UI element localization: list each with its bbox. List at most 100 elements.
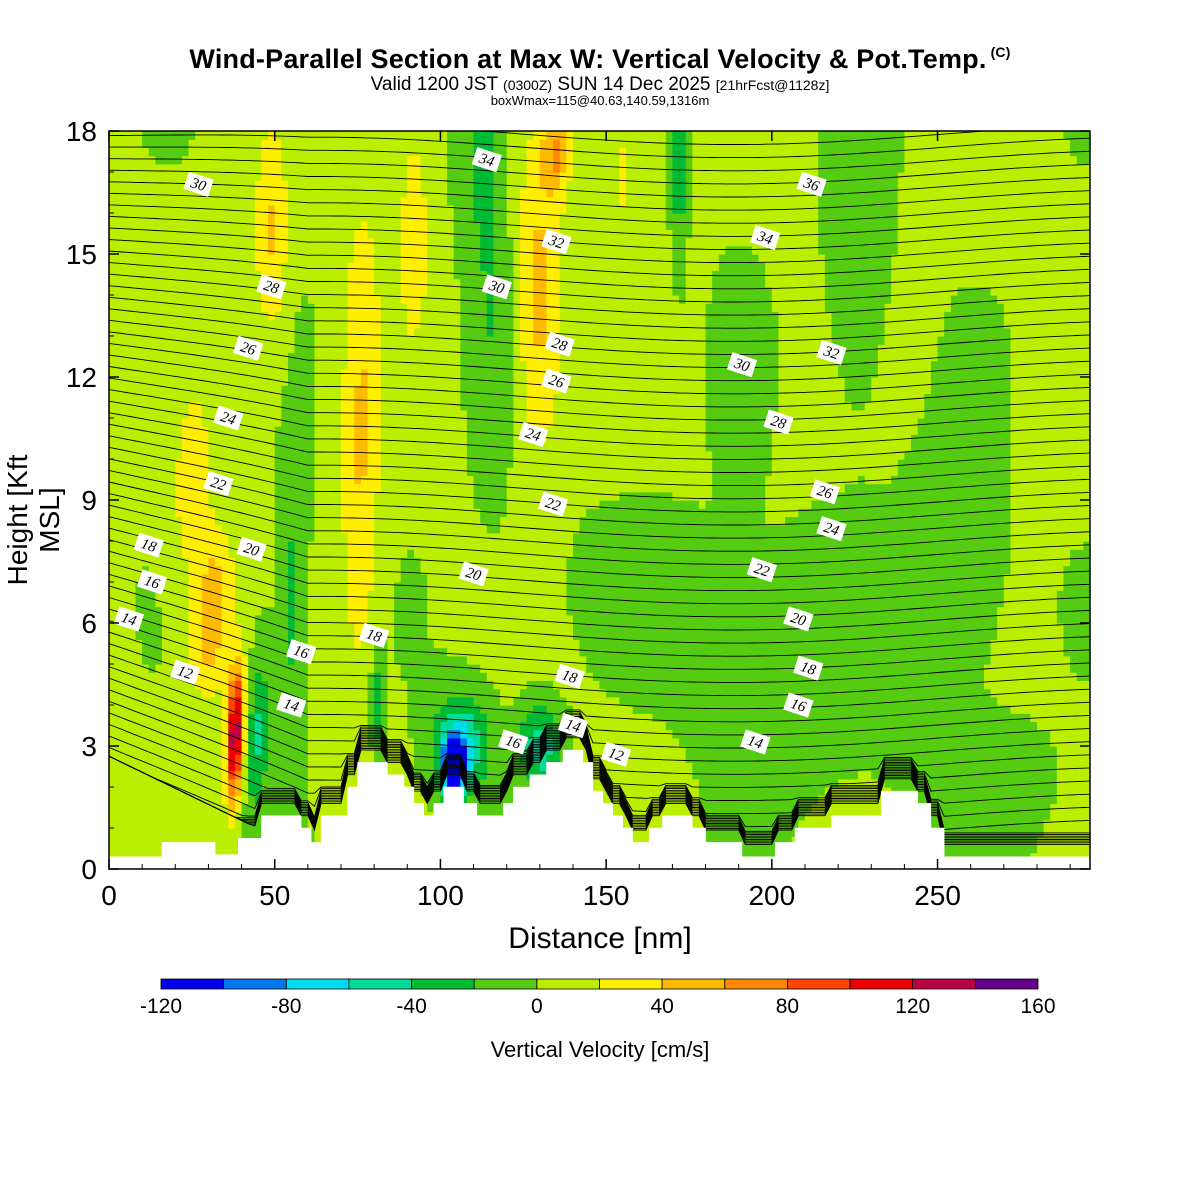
velocity-cell [274,163,282,173]
velocity-cell [254,664,263,673]
velocity-cell [407,541,415,550]
velocity-cell [453,672,461,681]
velocity-cell [241,606,249,616]
velocity-cell [460,377,468,386]
velocity-cell [234,426,243,435]
velocity-cell [168,483,176,493]
velocity-cell [400,213,408,222]
velocity-cell [201,221,210,230]
velocity-cell [460,655,468,665]
velocity-cell [221,459,229,468]
velocity-cell [162,483,170,493]
velocity-cell [162,204,170,214]
velocity-cell [427,573,435,583]
velocity-cell [274,713,282,722]
velocity-cell [175,204,183,214]
velocity-cell [440,754,448,763]
title-text: Wind-Parallel Section at Max W: Vertical… [189,44,987,74]
velocity-cell [268,508,276,517]
velocity-cell [162,541,170,550]
velocity-cell [148,565,156,575]
velocity-cell [162,344,170,353]
velocity-cell [340,139,349,148]
velocity-cell [354,631,362,640]
velocity-cell [215,541,223,550]
velocity-cell [440,696,448,706]
velocity-cell [261,795,269,804]
velocity-cell [248,245,256,255]
velocity-cell [122,508,130,517]
velocity-cell [374,549,382,558]
velocity-cell [155,180,163,189]
velocity-cell [394,696,402,706]
velocity-cell [387,254,395,263]
velocity-cell [155,409,163,419]
velocity-cell [334,180,342,189]
velocity-cell [314,450,322,460]
velocity-cell [347,655,355,665]
velocity-cell [208,598,216,608]
velocity-cell [234,516,243,526]
velocity-cell [281,319,289,329]
velocity-cell [181,819,190,829]
velocity-cell [394,377,402,386]
velocity-cell [268,598,276,608]
velocity-cell [460,155,468,165]
velocity-cell [274,311,282,321]
velocity-cell [228,221,236,230]
velocity-cell [440,327,448,337]
velocity-cell [387,360,395,370]
velocity-cell [440,377,448,386]
velocity-cell [420,221,428,230]
velocity-cell [460,401,468,411]
velocity-cell [188,229,196,239]
velocity-cell [281,254,289,263]
velocity-cell [394,664,402,673]
velocity-cell [420,377,428,386]
velocity-cell [374,426,382,435]
velocity-cell [374,295,382,304]
velocity-cell [188,426,196,435]
velocity-cell [354,319,362,329]
velocity-cell [314,245,322,255]
velocity-cell [195,360,203,370]
velocity-cell [241,680,249,690]
velocity-cell [387,696,395,706]
velocity-cell [427,196,435,206]
velocity-cell [453,713,461,722]
velocity-cell [301,664,309,673]
velocity-cell [380,311,388,321]
velocity-cell [334,270,342,280]
velocity-cell [254,828,263,837]
velocity-cell [128,229,137,239]
velocity-cell [374,491,382,501]
velocity-cell [148,245,156,255]
velocity-cell [347,426,355,435]
velocity-cell [115,229,123,239]
velocity-cell [334,262,342,271]
velocity-cell [380,360,388,370]
velocity-cell [294,606,302,616]
velocity-cell [440,270,448,280]
velocity-cell [287,623,296,632]
velocity-cell [287,344,296,353]
velocity-cell [115,180,123,189]
velocity-cell [420,614,428,624]
velocity-cell [115,188,123,198]
velocity-cell [347,524,355,534]
velocity-cell [281,549,289,558]
velocity-cell [221,229,229,239]
velocity-cell [109,450,117,460]
velocity-cell [228,672,236,681]
velocity-cell [115,245,123,255]
velocity-cell [208,655,216,665]
velocity-cell [307,623,316,632]
velocity-cell [261,524,269,534]
velocity-cell [162,836,170,845]
velocity-cell [400,303,408,312]
velocity-cell [460,647,468,657]
velocity-cell [241,778,249,788]
velocity-cell [354,401,362,411]
velocity-cell [440,590,448,599]
velocity-cell [162,762,170,772]
